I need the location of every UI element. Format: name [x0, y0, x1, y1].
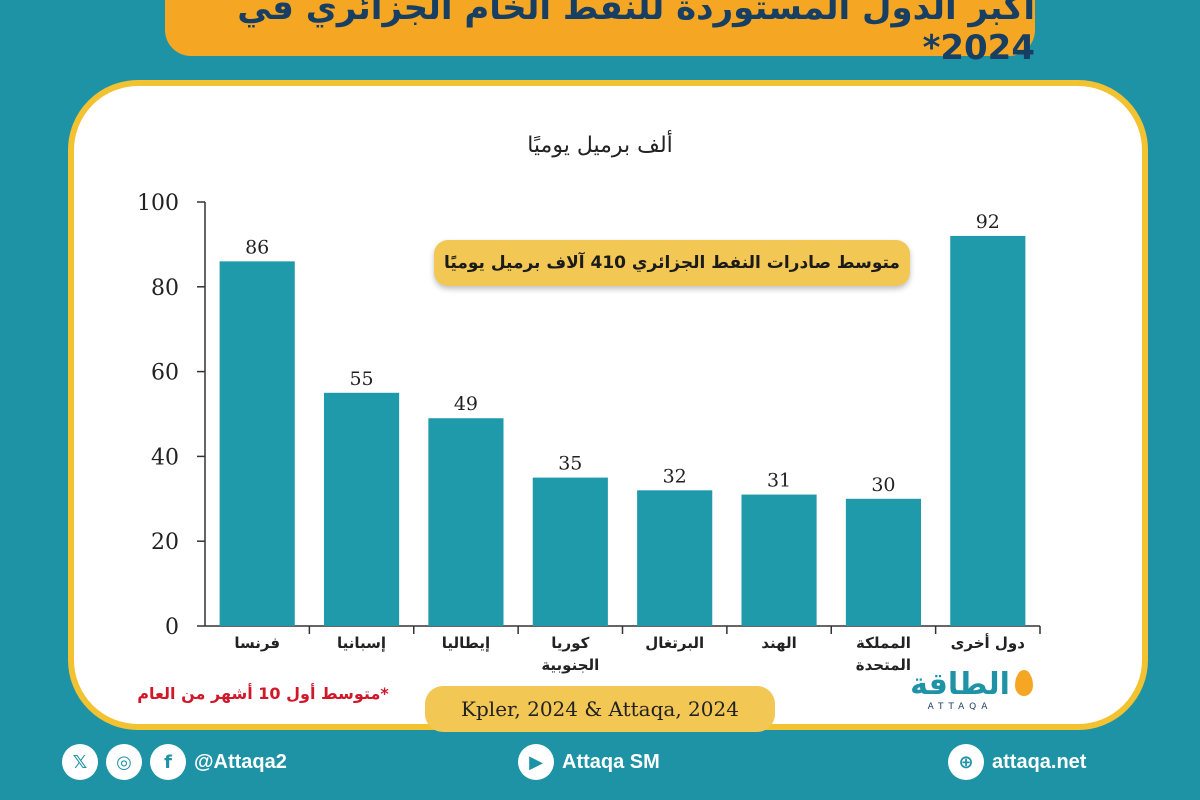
bar — [323, 392, 400, 626]
website-link: ⊕ attaqa.net — [948, 744, 1086, 780]
y-tick-label: 60 — [151, 361, 179, 386]
y-axis-label: ألف برميل يوميًا — [527, 130, 673, 158]
x-category-label: المملكة — [856, 634, 911, 652]
bar-value-label: 30 — [871, 474, 895, 496]
social-links: 𝕏 ◎ f @Attaqa2 — [62, 744, 287, 780]
x-category-label: إيطاليا — [442, 634, 490, 652]
average-exports-callout: متوسط صادرات النفط الجزائري 410 آلاف برم… — [434, 240, 910, 286]
x-category-label: دول أخرى — [951, 633, 1026, 652]
y-tick-label: 100 — [137, 191, 179, 216]
bar — [532, 477, 608, 626]
youtube-icon[interactable]: ▶ — [518, 744, 554, 780]
bar — [637, 490, 713, 626]
youtube-channel[interactable]: Attaqa SM — [562, 750, 660, 773]
bar-value-label: 55 — [349, 368, 373, 390]
x-category-label: فرنسا — [234, 634, 280, 652]
instagram-icon[interactable]: ◎ — [106, 744, 142, 780]
x-category-label: المتحدة — [856, 656, 911, 674]
logo-arabic: الطاقة — [910, 667, 1010, 702]
y-tick-label: 0 — [165, 615, 179, 640]
oil-drop-icon — [1015, 670, 1033, 696]
bar-value-label: 35 — [558, 453, 582, 475]
logo-latin: ATTAQA — [927, 702, 993, 712]
bar-value-label: 86 — [245, 236, 269, 258]
x-icon[interactable]: 𝕏 — [62, 744, 98, 780]
x-category-label: البرتغال — [645, 634, 704, 652]
bar-value-label: 49 — [454, 393, 478, 415]
y-tick-label: 40 — [151, 445, 179, 470]
x-category-label: الجنوبية — [541, 656, 599, 674]
footer: 𝕏 ◎ f @Attaqa2 ▶ Attaqa SM ⊕ attaqa.net — [0, 740, 1200, 800]
y-tick-label: 20 — [151, 530, 179, 555]
bar-value-label: 32 — [663, 465, 687, 487]
bar — [219, 261, 295, 626]
bar-value-label: 92 — [976, 211, 1000, 233]
globe-icon[interactable]: ⊕ — [948, 744, 984, 780]
bar — [428, 418, 504, 626]
social-handle[interactable]: @Attaqa2 — [194, 750, 287, 773]
x-category-label: الهند — [761, 634, 796, 652]
facebook-icon[interactable]: f — [150, 744, 186, 780]
bar-value-label: 31 — [767, 470, 791, 492]
x-category-label: كوريا — [551, 634, 589, 652]
source-label: Kpler, 2024 & Attaqa, 2024 — [425, 686, 775, 732]
bar — [845, 498, 922, 626]
chart-title: أكبر الدول المستوردة للنفط الخام الجزائر… — [165, 0, 1035, 68]
website-url[interactable]: attaqa.net — [992, 750, 1087, 773]
x-category-label: إسبانيا — [337, 634, 386, 652]
youtube-link: ▶ Attaqa SM — [518, 744, 660, 780]
bar — [741, 494, 817, 626]
y-tick-label: 80 — [151, 276, 179, 301]
footnote: *متوسط أول 10 أشهر من العام — [137, 684, 389, 703]
attaqa-logo: الطاقة ATTAQA — [895, 667, 1033, 720]
bar — [950, 235, 1026, 627]
